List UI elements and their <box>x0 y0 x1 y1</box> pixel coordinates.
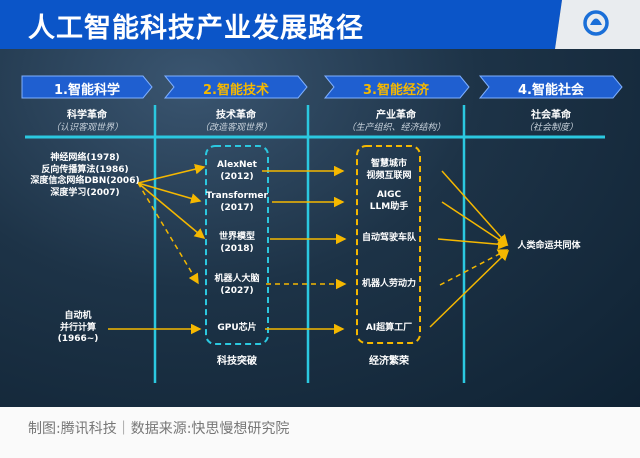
economy-item: LLM助手 <box>369 202 409 212</box>
stage-subtitle: （社会制度） <box>523 123 579 133</box>
economy-item: AIGC <box>376 190 402 200</box>
science-item: 神经网络(1978) <box>50 153 120 163</box>
economy-item: AI超算工厂 <box>365 323 413 333</box>
science-item: 深度信念网络DBN(2006) <box>30 176 140 186</box>
science-item: 深度学习(2007) <box>50 187 120 198</box>
stage-header: 技术革命 <box>216 110 256 121</box>
tech-item: (2018) <box>220 244 254 254</box>
diagram-lines <box>21 75 623 383</box>
tech-item: (2017) <box>220 203 254 213</box>
science-item: 并行计算 <box>59 322 97 333</box>
tech-item: Transformer <box>206 191 268 201</box>
science-item: 自动机 <box>64 311 92 321</box>
stage-subtitle: （改造客观世界） <box>199 123 273 133</box>
stage-label: 1.智能科学 <box>54 83 120 98</box>
stage-header: 社会革命 <box>531 110 571 121</box>
tencent-news-logo <box>583 10 609 36</box>
economy-item: 自动驾驶车队 <box>361 233 417 243</box>
header-bar <box>0 0 640 49</box>
economy-item: 智慧城市 <box>370 159 408 169</box>
science-item: (1966~) <box>57 334 99 344</box>
stage-banner <box>323 75 470 99</box>
tech-item: AlexNet <box>217 160 257 170</box>
page-title: 人工智能科技产业发展路径 <box>28 13 364 44</box>
stage-label: 3.智能经济 <box>363 83 429 98</box>
economy-item: 视频互联网 <box>366 171 412 181</box>
economy-group-box <box>356 145 421 344</box>
stage-label: 2.智能技术 <box>203 83 269 98</box>
stage-subtitle: （生产组织、经济结构） <box>346 123 446 133</box>
stage-banner <box>163 75 308 99</box>
flow-arrows <box>108 164 510 335</box>
tech-group-box <box>205 145 269 345</box>
tech-item: (2027) <box>220 286 254 296</box>
footer-credit: 制图:腾讯科技｜数据来源:快思慢想研究院 <box>28 421 290 437</box>
science-item: 反向传播算法(1986) <box>41 164 129 175</box>
stage-subtitle: （认识客观世界） <box>50 123 124 133</box>
tech-item: 机器人大脑 <box>214 274 260 284</box>
economy-caption: 经济繁荣 <box>369 356 409 367</box>
stage-banner <box>21 75 153 99</box>
economy-item: 机器人劳动力 <box>361 279 417 289</box>
stage-banner <box>478 75 623 99</box>
stage-header: 产业革命 <box>376 110 416 121</box>
stage-header: 科学革命 <box>67 110 107 121</box>
tech-item: (2012) <box>220 172 254 182</box>
diagram-canvas <box>0 0 640 407</box>
society-item: 人类命运共同体 <box>517 241 581 251</box>
tech-caption: 科技突破 <box>217 356 257 367</box>
tech-item: GPU芯片 <box>217 323 257 333</box>
stage-label: 4.智能社会 <box>518 83 584 98</box>
tech-item: 世界模型 <box>218 232 256 242</box>
